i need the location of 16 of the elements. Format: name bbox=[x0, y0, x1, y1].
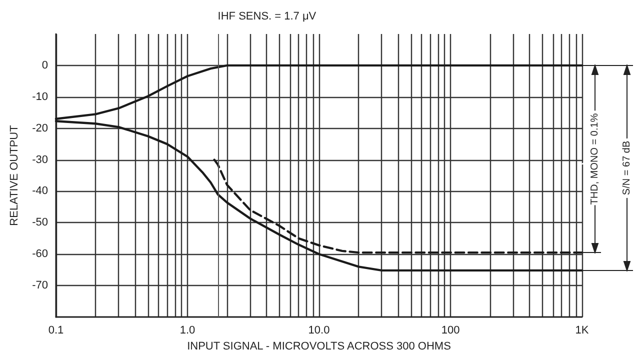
y-tick-label: -70 bbox=[32, 280, 48, 292]
x-tick-label: 0.1 bbox=[48, 324, 64, 336]
x-tick-label: 100 bbox=[441, 324, 460, 336]
ref-line-label: IHF SENS. = 1.7 μV bbox=[218, 10, 317, 22]
y-tick-label: -10 bbox=[32, 90, 48, 103]
y-tick-label: -30 bbox=[32, 154, 48, 166]
y-tick-label: -40 bbox=[32, 185, 48, 198]
y-tick-label: -60 bbox=[32, 248, 48, 260]
x-tick-label: 10.0 bbox=[308, 324, 330, 336]
y-tick-label: -50 bbox=[32, 216, 48, 229]
x-tick-label: 1K bbox=[575, 324, 590, 336]
y-axis-title: RELATIVE OUTPUT bbox=[8, 124, 20, 226]
x-axis-title: INPUT SIGNAL - MICROVOLTS ACROSS 300 OHMS bbox=[187, 340, 451, 352]
y-tick-label: 0 bbox=[42, 59, 48, 72]
y-tick-label: -20 bbox=[32, 122, 48, 134]
x-tick-label: 1.0 bbox=[180, 324, 196, 336]
